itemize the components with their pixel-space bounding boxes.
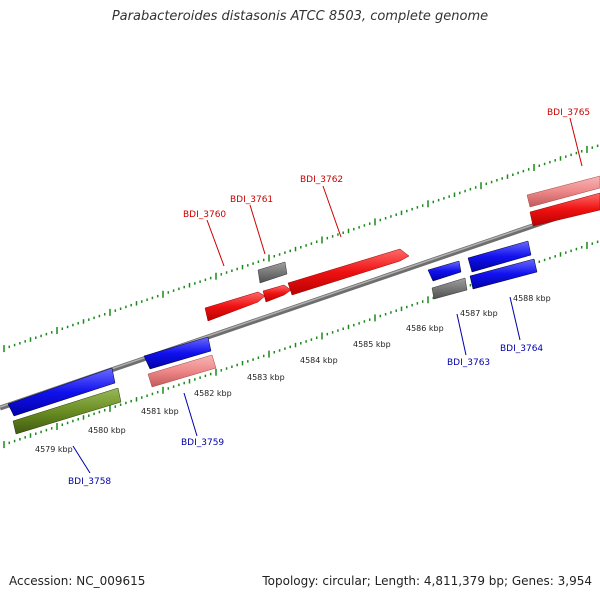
gene-label-bdi-3765[interactable]: BDI_3765 [547, 108, 590, 118]
scale-label: 4581 kbp [141, 407, 179, 416]
scale-label: 4585 kbp [353, 340, 391, 349]
gene-label-bdi-3762[interactable]: BDI_3762 [300, 175, 343, 185]
scale-label: 4588 kbp [513, 294, 551, 303]
gene-label-bdi-3763[interactable]: BDI_3763 [447, 358, 490, 368]
scale-label: 4587 kbp [460, 309, 498, 318]
accession-label: Accession: NC_009615 [9, 574, 146, 588]
gene-bdi-3759-feature[interactable] [147, 354, 217, 388]
gene-label-bdi-3761[interactable]: BDI_3761 [230, 195, 273, 205]
gene-bdi-3761-feature[interactable] [257, 261, 288, 284]
gene-bdi-3764[interactable] [467, 240, 538, 290]
gene-label-bdi-3760[interactable]: BDI_3760 [183, 210, 226, 220]
gene-bdi-3759[interactable] [143, 336, 212, 370]
gene-label-bdi-3759[interactable]: BDI_3759 [181, 438, 224, 448]
scale-label: 4580 kbp [88, 426, 126, 435]
scale-label: 4579 kbp [35, 445, 73, 454]
gene-label-bdi-3764[interactable]: BDI_3764 [500, 344, 543, 354]
gene-bdi-3761[interactable] [262, 284, 292, 303]
scale-label: 4583 kbp [247, 373, 285, 382]
map-title: Parabacteroides distasonis ATCC 8503, co… [111, 9, 489, 24]
tick-row-forward [3, 144, 599, 353]
scale-label: 4586 kbp [406, 324, 444, 333]
scale-label: 4584 kbp [300, 356, 338, 365]
label-leaders [72, 117, 583, 474]
tick-row-reverse [3, 240, 599, 449]
gene-bdi-3765[interactable] [526, 175, 600, 227]
gene-bdi-3762[interactable] [287, 248, 410, 296]
gene-bdi-3758-feature[interactable] [12, 387, 122, 435]
gene-label-bdi-3758[interactable]: BDI_3758 [68, 477, 111, 487]
genome-summary: Topology: circular; Length: 4,811,379 bp… [262, 574, 592, 588]
gene-bdi-3763-feature[interactable] [431, 277, 468, 300]
gene-bdi-3758[interactable] [7, 367, 116, 417]
gene-bdi-3763[interactable] [427, 260, 462, 282]
gene-bdi-3760[interactable] [204, 291, 266, 322]
scale-label: 4582 kbp [194, 389, 232, 398]
